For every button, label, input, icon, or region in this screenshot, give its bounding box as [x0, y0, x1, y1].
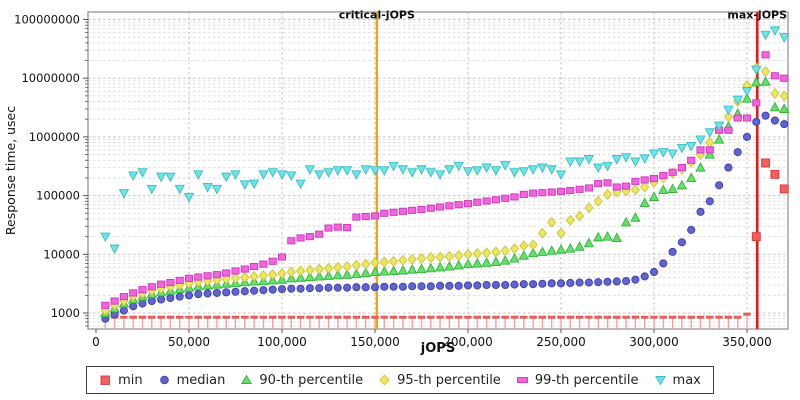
x-tick-label: 300,000	[629, 335, 679, 349]
legend-marker-min-square	[100, 375, 111, 385]
x-tick-label: 50,000	[168, 335, 210, 349]
series-95-th-percentile	[100, 62, 789, 317]
legend-item-99-th-percentile: 99-th percentile	[516, 373, 639, 388]
legend-item-max: max	[654, 373, 701, 388]
y-tick-label: 10000	[43, 247, 80, 261]
x-tick-label: 200,000	[443, 335, 493, 349]
legend-marker-circle	[159, 375, 169, 385]
plot-border	[87, 11, 789, 330]
legend-marker-triangle-up	[241, 374, 253, 384]
y-axis-title: Response time, usec	[3, 106, 18, 235]
series-90-th-percentile	[100, 76, 790, 318]
y-tick-label: 100000000	[14, 13, 80, 27]
legend-item-median: median	[158, 372, 226, 388]
legend-label: max	[672, 372, 701, 388]
legend-label: 90-th percentile	[259, 372, 364, 388]
axes: 0 50,000 100,000 150,000 200,000 250,000 300,0…	[3, 13, 772, 357]
legend-label: 95-th percentile	[397, 372, 501, 388]
x-tick-label: 150,000	[350, 335, 400, 349]
series-median	[101, 111, 789, 323]
x-tick-label: 250,000	[536, 335, 586, 349]
legend-marker-triangle-down	[654, 376, 666, 386]
legend-label: min	[118, 372, 143, 388]
y-tick-label: 10000000	[21, 71, 80, 85]
legend-item-90-th-percentile: 90-th percentile	[240, 373, 363, 388]
x-axis-title: jOPS	[420, 341, 455, 356]
series-99-th-percentile	[101, 51, 789, 309]
x-tick-label: 100,000	[257, 335, 307, 349]
legend-marker-diamond	[379, 374, 390, 386]
y-tick-label: 1000	[51, 306, 80, 320]
annotation-label: critical-jOPS	[339, 9, 415, 22]
x-tick-label: 350,000	[722, 335, 772, 349]
y-tick-label: 100000	[36, 189, 80, 203]
chart-legend: min median 90-th percentile 95-th percentil…	[0, 366, 800, 394]
legend-marker-square-wide	[516, 377, 528, 383]
legend-label: median	[176, 372, 226, 388]
series-max	[100, 26, 790, 255]
x-tick-label: 0	[92, 335, 100, 349]
series-min	[101, 158, 789, 329]
y-tick-label: 1000000	[29, 130, 80, 144]
legend-label: 99-th percentile	[534, 372, 639, 388]
legend-item-95-th-percentile: 95-th percentile	[378, 373, 501, 388]
legend-box: min median 90-th percentile 95-th percentil…	[86, 366, 714, 394]
legend-item-min: min	[99, 373, 143, 388]
annotation-label: max-jOPS	[727, 9, 787, 22]
